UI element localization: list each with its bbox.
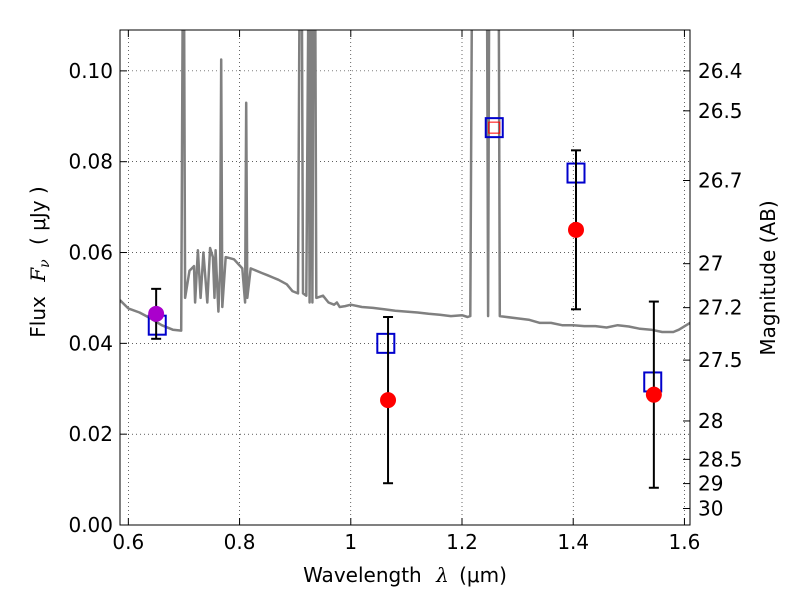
model-band-points [147, 117, 663, 393]
y2-tick-label: 27.2 [698, 296, 743, 320]
y2-tick-label: 27 [698, 252, 723, 276]
model-spectrum-line [120, 30, 690, 334]
y-axis-label: Flux Fν ( μJy ) [26, 186, 54, 337]
y-tick-label: 0.02 [68, 422, 113, 446]
x-axis-ticks: 0.6 0.8 1 1.2 1.4 1.6 [112, 30, 700, 554]
y-axis-ticks: 0.00 0.02 0.04 0.06 0.08 0.10 [68, 59, 127, 537]
x-axis-label: Wavelength λ (μm) [303, 563, 507, 587]
model-band-inner-marker [488, 121, 501, 134]
observed-points [148, 149, 662, 489]
y-tick-label: 0.08 [68, 150, 113, 174]
y2-axis-label: Magnitude (AB) [756, 200, 780, 355]
model-band-marker [484, 117, 504, 139]
observed-point [148, 305, 165, 322]
y-tick-label: 0.10 [68, 59, 113, 83]
y2-tick-label: 28.5 [698, 447, 743, 471]
x-tick-label: 1.4 [557, 530, 589, 554]
y2-tick-label: 28 [698, 409, 723, 433]
model-spectrum [120, 30, 690, 334]
plot-frame [119, 29, 691, 526]
y-tick-label: 0.04 [68, 331, 113, 355]
y-tick-label: 0.06 [68, 241, 113, 265]
observed-point [568, 221, 584, 238]
y2-tick-label: 29 [698, 472, 723, 496]
y2-tick-label: 26.7 [698, 169, 743, 193]
observed-point [645, 386, 662, 403]
x-tick-label: 1 [344, 530, 357, 554]
y2-tick-label: 26.5 [698, 99, 743, 123]
y2-tick-label: 26.4 [698, 59, 743, 83]
y2-tick-label: 27.5 [698, 348, 743, 372]
model-band-marker [376, 332, 396, 354]
observed-point [380, 392, 397, 409]
x-tick-label: 1.6 [669, 530, 701, 554]
x-tick-label: 0.8 [224, 530, 256, 554]
y-tick-label: 0.00 [68, 513, 113, 537]
x-tick-label: 0.6 [112, 530, 144, 554]
x-tick-label: 1.2 [446, 530, 478, 554]
y2-tick-label: 30 [698, 497, 723, 521]
